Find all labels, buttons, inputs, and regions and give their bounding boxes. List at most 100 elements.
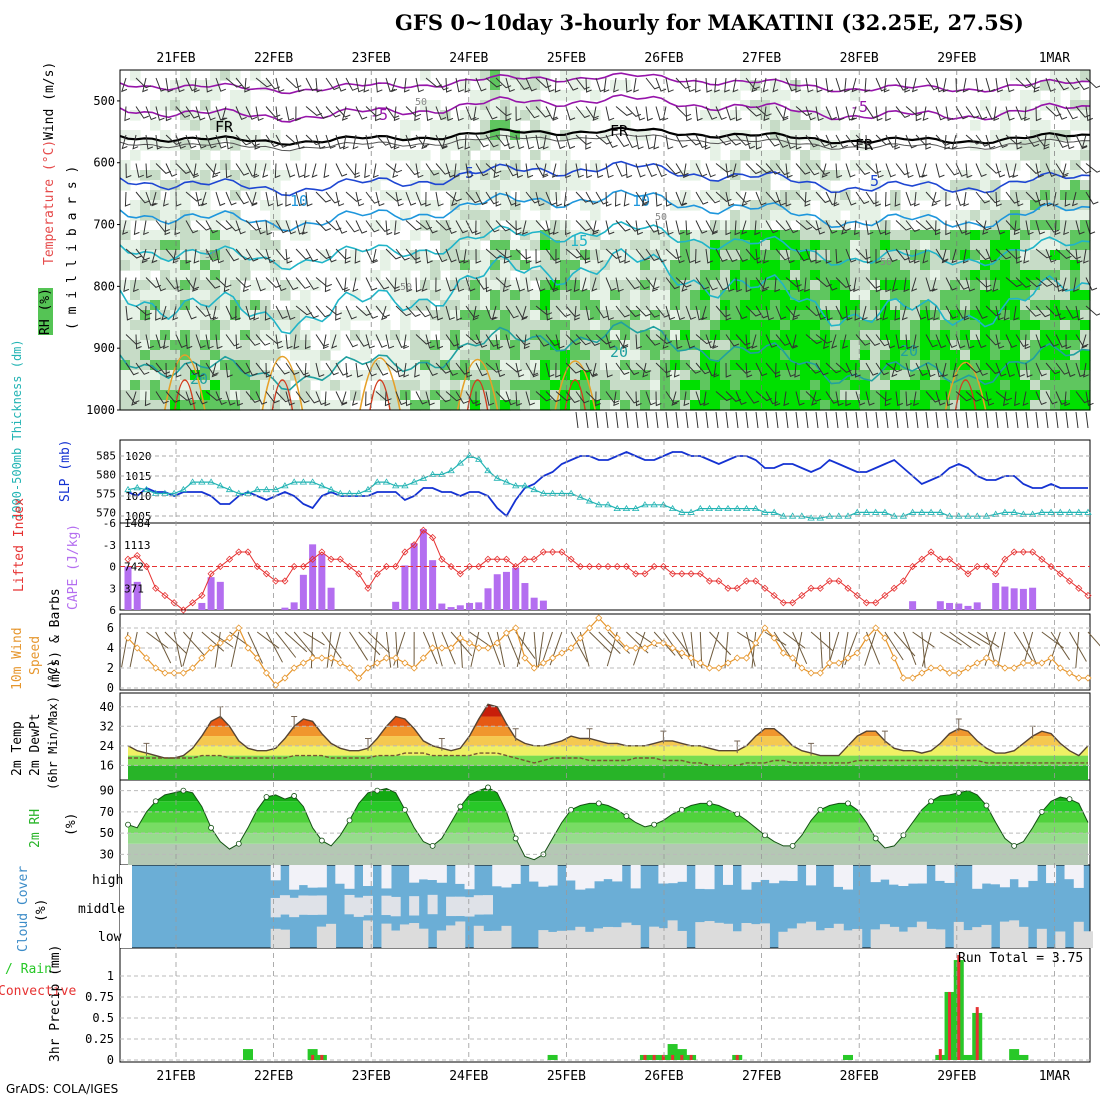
rh-cell — [520, 80, 531, 91]
rh-cell — [220, 400, 231, 411]
rh-cell — [270, 210, 281, 221]
wind-barb — [613, 77, 619, 93]
wind-barb — [895, 220, 912, 231]
wind-barb — [982, 220, 989, 235]
wind-barb — [1045, 220, 1059, 233]
rh-cell — [870, 290, 881, 301]
rh-cell — [470, 270, 481, 281]
rh-cell — [710, 90, 721, 101]
wind-barb — [1035, 220, 1045, 235]
wind-barb — [445, 77, 452, 93]
wind10-marker — [502, 629, 511, 637]
rh-cell — [230, 100, 241, 111]
wind10-barb — [707, 631, 720, 666]
rh-cell — [1000, 250, 1011, 261]
rh-cell — [140, 350, 151, 361]
rh-cell — [630, 330, 641, 341]
rh-cell — [950, 380, 961, 391]
rh-cell — [470, 170, 481, 181]
rh-cell — [880, 330, 891, 341]
wind-barb — [585, 334, 600, 347]
rh-cell — [680, 280, 691, 291]
rh-cell — [160, 210, 171, 221]
wind-barb — [625, 362, 640, 376]
precip-total-bar — [843, 1054, 853, 1060]
rh-cell — [880, 320, 891, 331]
rh-cell — [530, 330, 541, 341]
wind-barb — [1025, 134, 1040, 148]
wind-barb — [145, 163, 152, 179]
rh-cell — [880, 230, 891, 241]
li-marker — [899, 577, 907, 585]
rh-cell — [770, 200, 781, 211]
rh-cell — [300, 260, 311, 271]
wind-barb — [344, 277, 350, 293]
rh-cell — [180, 400, 191, 411]
wind-barb — [535, 163, 548, 177]
rh-cell — [750, 250, 761, 261]
li-marker — [964, 570, 972, 578]
rh-cell — [300, 350, 311, 361]
rh-cell — [710, 190, 721, 201]
upper-y-tick: 500 — [93, 94, 115, 108]
wind-barb — [641, 191, 648, 207]
wind-barb — [335, 77, 347, 92]
rh-cell — [350, 260, 361, 271]
rh-cell — [850, 250, 861, 261]
rh-cell — [450, 310, 461, 321]
rh-cell — [480, 330, 491, 341]
rh-cell — [870, 320, 881, 331]
wind10-marker — [419, 654, 427, 662]
rh-cell — [270, 250, 281, 261]
wind-barb — [624, 248, 631, 264]
rh-cell — [1070, 400, 1081, 411]
rh-cell — [1000, 220, 1011, 231]
rh-cell — [380, 390, 391, 401]
rh-cell — [860, 280, 871, 291]
top-date-label: 21FEB — [156, 51, 195, 66]
wind-barb — [815, 305, 826, 320]
wind-barb — [394, 220, 400, 236]
rh-cell — [250, 310, 261, 321]
wind-barb — [625, 391, 640, 404]
rh-cell — [750, 340, 761, 351]
wind10-barb — [349, 631, 369, 661]
wind-barb — [705, 334, 716, 349]
rh-cell — [540, 330, 551, 341]
rh-cell — [620, 290, 631, 301]
precip-convective-bar — [938, 1049, 942, 1060]
li-marker — [401, 548, 409, 556]
rh-cell — [210, 380, 221, 391]
rh-cell — [400, 120, 411, 131]
wind10-marker — [410, 664, 418, 672]
rh-cell — [660, 240, 671, 251]
rh-cell — [780, 230, 791, 241]
rh-cell — [640, 340, 651, 351]
rh-cell — [640, 260, 651, 271]
rh-cell — [130, 250, 141, 261]
rh-cell — [240, 300, 251, 311]
rh-cell — [910, 260, 921, 271]
rh-cell — [170, 330, 181, 341]
rh-cell — [870, 260, 881, 271]
rh-cell — [750, 230, 761, 241]
cloud-low-cell — [381, 923, 392, 948]
rh-cell — [230, 260, 241, 271]
cloud-high-cell — [630, 865, 641, 889]
rh-cell — [980, 250, 991, 261]
rh-cell — [150, 380, 161, 391]
rh-cell — [240, 160, 251, 171]
cloud-low-cell — [1083, 931, 1093, 948]
rh-cell — [800, 150, 811, 161]
rh-cell — [1040, 310, 1051, 321]
rh-cell — [460, 320, 471, 331]
rh-cell — [1070, 310, 1081, 321]
wind-barb — [985, 277, 992, 293]
rh-cell — [500, 400, 511, 411]
rh-cell — [510, 360, 521, 371]
rh-cell — [630, 360, 641, 371]
wind-barb — [655, 163, 667, 177]
wind-barb — [703, 391, 710, 407]
rh-cell — [200, 150, 211, 161]
rh-cell — [200, 380, 211, 391]
